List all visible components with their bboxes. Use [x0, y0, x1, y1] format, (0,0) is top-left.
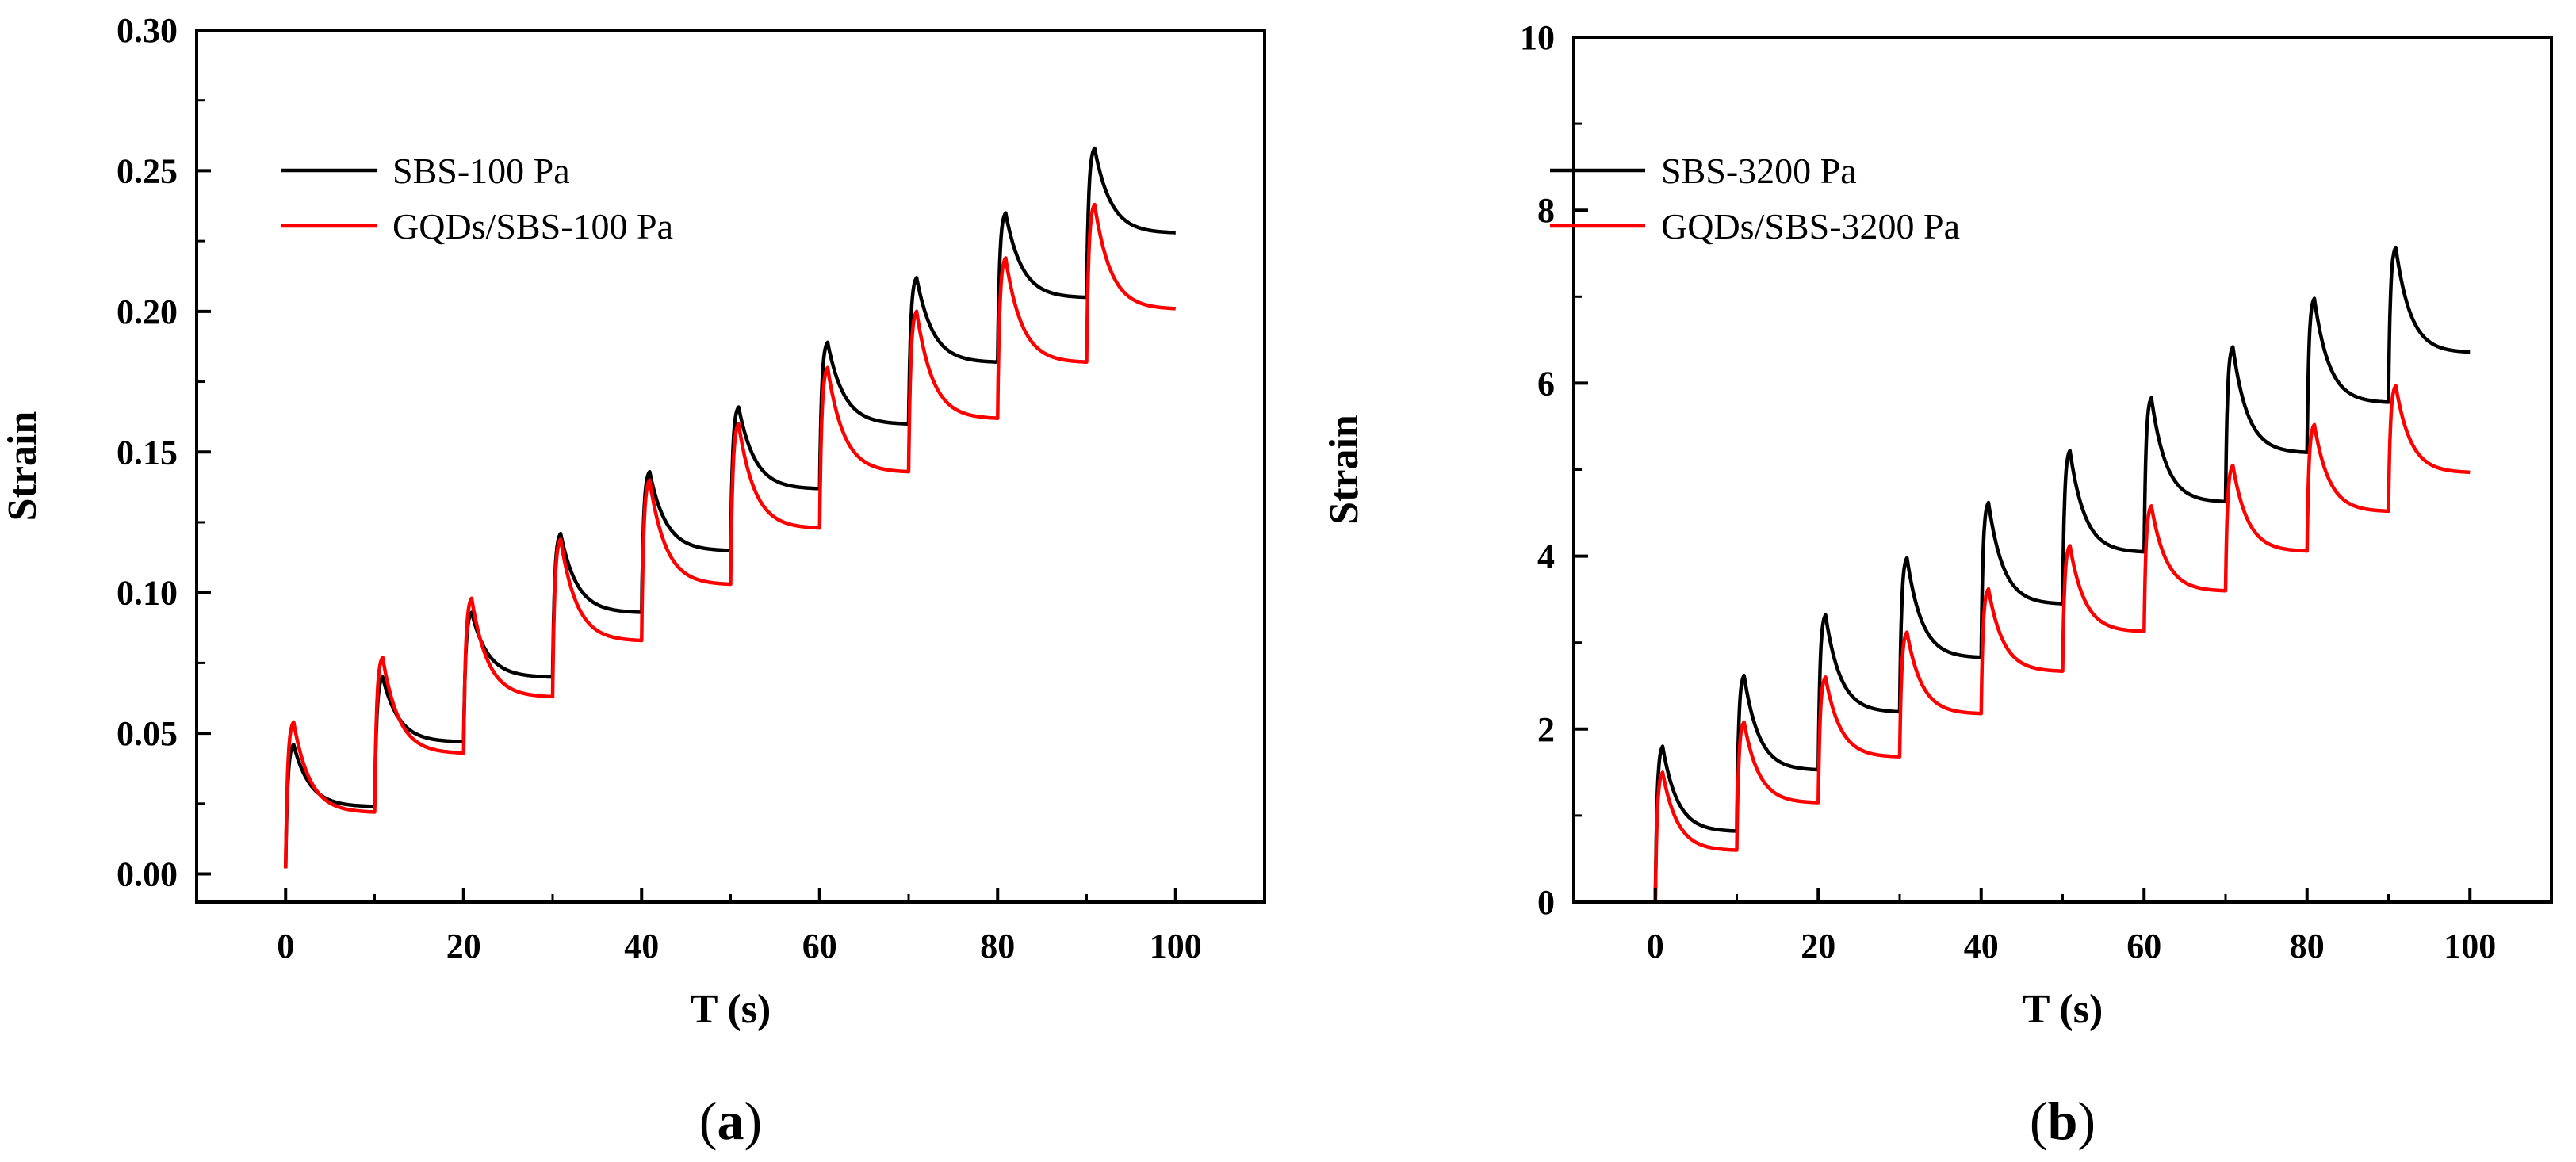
x-tick-label: 80 [2290, 927, 2325, 965]
x-tick-label: 20 [446, 927, 481, 965]
x-tick-label: 40 [624, 927, 659, 965]
legend-label: GQDs/SBS-100 Pa [392, 206, 673, 247]
series-line-gqds-sbs [1653, 384, 2471, 903]
x-tick-label: 60 [802, 927, 837, 965]
series-line-sbs [1653, 245, 2471, 903]
panel-label: (b) [2030, 1091, 2096, 1151]
y-tick-label: 0.00 [117, 855, 178, 894]
y-tick-label: 0.10 [117, 574, 178, 613]
x-tick-label: 60 [2126, 927, 2161, 965]
y-tick-label: 0.30 [117, 11, 178, 50]
x-tick-label: 0 [277, 927, 294, 965]
panel-label: (a) [699, 1091, 762, 1151]
y-tick-label: 10 [1520, 18, 1555, 57]
y-axis-title: Strain [1322, 415, 1367, 525]
y-tick-label: 8 [1537, 191, 1555, 230]
y-tick-label: 4 [1537, 537, 1555, 576]
legend-label: SBS-3200 Pa [1661, 151, 1857, 191]
y-tick-label: 0 [1537, 883, 1555, 922]
x-tick-label: 40 [1964, 927, 1999, 965]
y-tick-label: 0.15 [117, 433, 178, 472]
y-axis-title: Strain [0, 411, 45, 522]
y-tick-label: 0.20 [117, 292, 178, 331]
x-tick-label: 80 [980, 927, 1015, 965]
x-axis-title: T (s) [691, 987, 771, 1032]
y-tick-label: 2 [1537, 710, 1555, 749]
x-tick-label: 20 [1801, 927, 1835, 965]
legend-label: SBS-100 Pa [392, 151, 570, 191]
x-tick-label: 100 [2444, 927, 2496, 965]
legend: SBS-100 Pa GQDs/SBS-100 Pa [281, 151, 673, 247]
x-tick-label: 100 [1150, 927, 1202, 965]
chart-panel-a: 0 20 40 60 80 100 0.00 0.05 0.10 0.15 0.20 0.25 0.30… [0, 11, 1266, 1151]
legend-label: GQDs/SBS-3200 Pa [1661, 206, 1960, 247]
chart-panel-b: 0 20 40 60 80 100 0 2 4 6 8 10 T (s) Strain SBS-3200 P… [1322, 18, 2553, 1151]
y-tick-label: 6 [1537, 364, 1555, 403]
x-tick-label: 0 [1647, 927, 1664, 965]
x-axis-title: T (s) [2023, 987, 2103, 1032]
series-line-gqds-sbs [284, 202, 1177, 869]
legend: SBS-3200 Pa GQDs/SBS-3200 Pa [1550, 151, 1960, 247]
y-tick-label: 0.05 [117, 714, 178, 753]
y-tick-label: 0.25 [117, 151, 178, 190]
